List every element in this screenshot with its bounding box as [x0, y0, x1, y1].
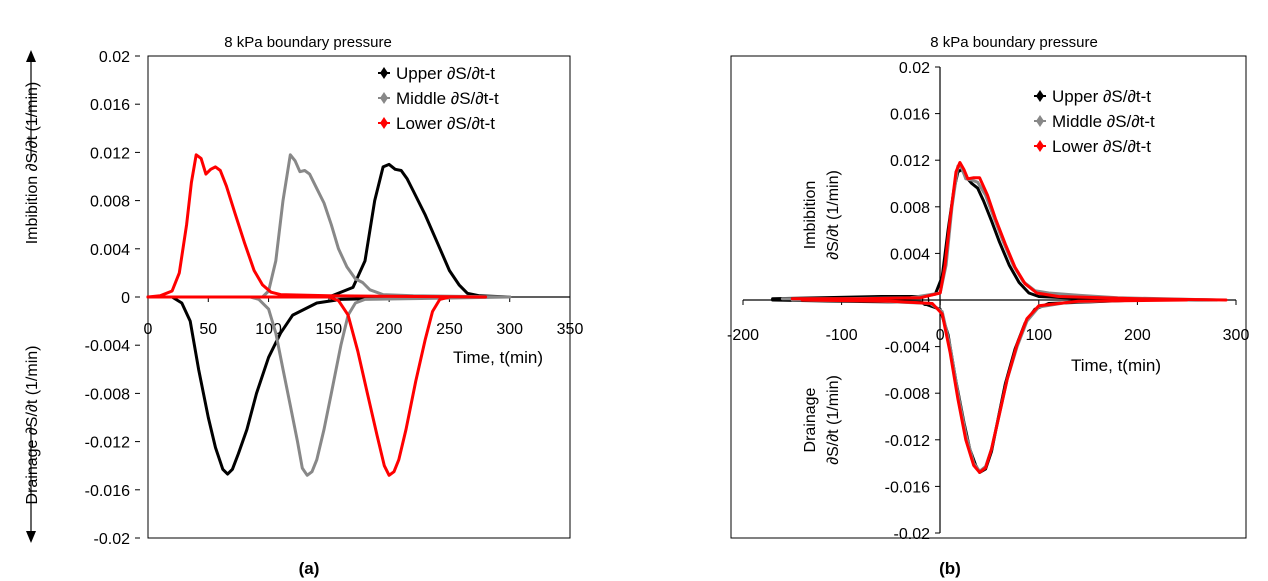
chart-b-legend-label: Lower ∂S/∂t-t: [1052, 137, 1151, 156]
chart-b-x-tick-label: -100: [826, 327, 858, 344]
chart-a-series-1-imbibition-line: [146, 162, 512, 299]
chart-a-y-tick-label: 0.02: [99, 49, 130, 66]
chart-b-title: 8 kPa boundary pressure: [930, 34, 1098, 51]
chart-b-y-label-drainage: Drainage ∂S/∂t (1/min): [802, 375, 842, 465]
chart-b-legend: Upper ∂S/∂t-t Middle ∂S/∂t-t Lower ∂S/∂t-t: [1034, 87, 1155, 156]
chart-a-y-tick-label: 0: [121, 290, 130, 307]
chart-a-legend-label: Upper ∂S/∂t-t: [396, 64, 495, 83]
chart-b-y-tick-label: -0.02: [894, 526, 931, 543]
chart-a-series-2-imbibition-line: [146, 153, 512, 299]
chart-a-y-tick-label: 0.016: [90, 97, 130, 114]
chart-a-legend-label: Middle ∂S/∂t-t: [396, 89, 499, 108]
chart-b-y-tick-label: -0.012: [885, 433, 930, 450]
svg-text:∂S/∂t (1/min): ∂S/∂t (1/min): [825, 170, 842, 260]
chart-b-y-label-imbibition: Imbibition ∂S/∂t (1/min): [802, 170, 842, 260]
chart-a-x-tick-label: 0: [144, 321, 153, 338]
chart-b-y-tick-label: 0: [921, 293, 930, 310]
chart-b-x-label: Time, t(min): [1071, 356, 1161, 375]
chart-a-y-ticks: 0.02 0.016 0.012 0.008 0.004 0 -0.004 -0.008 -0.…: [85, 49, 140, 548]
svg-text:Drainage ∂S/∂t (1/min): Drainage ∂S/∂t (1/min): [24, 346, 41, 505]
chart-a-y-tick-label: 0.004: [90, 242, 130, 259]
chart-a-series-3-drainage-line: [146, 295, 451, 477]
chart-a-y-tick-label: -0.008: [85, 386, 130, 403]
svg-text:Imbibition: Imbibition: [802, 181, 819, 249]
chart-a-legend: Upper ∂S/∂t-t Middle ∂S/∂t-t Lower ∂S/∂t-t: [378, 64, 499, 133]
chart-b-x-tick-label: 300: [1223, 327, 1250, 344]
chart-b-legend-label: Upper ∂S/∂t-t: [1052, 87, 1151, 106]
chart-b-y-tick-label: 0.02: [899, 60, 930, 77]
chart-a-x-tick-label: 50: [199, 321, 217, 338]
chart-a-y-tick-label: -0.02: [94, 531, 131, 548]
chart-b-panel-label: (b): [939, 559, 961, 578]
chart-a-x-tick-label: 350: [557, 321, 584, 338]
chart-b-x-tick-label: 200: [1124, 327, 1151, 344]
chart-a-x-tick-label: 150: [316, 321, 343, 338]
chart-b-y-tick-label: 0.004: [890, 246, 930, 263]
chart-a-x-tick-label: 200: [376, 321, 403, 338]
svg-text:Imbibition ∂S/∂t (1/min): Imbibition ∂S/∂t (1/min): [24, 82, 41, 245]
chart-b-y-tick-label: -0.004: [885, 340, 930, 357]
chart-a-y-tick-label: -0.016: [85, 483, 130, 500]
chart-a-x-tick-label: 250: [436, 321, 463, 338]
chart-b-x-tick-label: -200: [727, 327, 759, 344]
chart-b-series-3-imbibition-line: [790, 161, 1228, 302]
chart-a-y-tick-label: 0.008: [90, 194, 130, 211]
chart-b-y-tick-label: 0.008: [890, 200, 930, 217]
chart-a-panel-label: (a): [299, 559, 320, 578]
chart-b-y-tick-label: 0.012: [890, 153, 930, 170]
chart-b-x-ticks: -200 -100 0 100 200 300: [727, 300, 1249, 344]
chart-a-y-tick-label: -0.004: [85, 338, 130, 355]
chart-b-y-tick-label: 0.016: [890, 107, 930, 124]
chart-b-legend-label: Middle ∂S/∂t-t: [1052, 112, 1155, 131]
svg-text:Drainage: Drainage: [802, 387, 819, 452]
chart-a-x-label: Time, t(min): [453, 348, 543, 367]
chart-a: 0.02 0.016 0.012 0.008 0.004 0 -0.004 -0.008 -0.…: [24, 34, 583, 578]
chart-a-series-3-imbibition-line: [146, 153, 488, 299]
chart-a-y-tick-label: -0.012: [85, 435, 130, 452]
chart-a-series-1-drainage-line: [146, 295, 451, 476]
chart-a-y-label-drainage: Drainage ∂S/∂t (1/min): [24, 346, 41, 543]
chart-a-legend-label: Lower ∂S/∂t-t: [396, 114, 495, 133]
chart-a-title: 8 kPa boundary pressure: [224, 34, 392, 51]
chart-b-x-tick-label: 100: [1025, 327, 1052, 344]
chart-b-y-tick-label: -0.008: [885, 386, 930, 403]
arrow-up-icon: [26, 50, 36, 62]
chart-b-y-ticks: 0.02 0.016 0.012 0.008 0.004 0 -0.004 -0.008 -0.…: [885, 60, 940, 543]
arrow-down-icon: [26, 531, 36, 543]
chart-a-series: [146, 153, 512, 477]
chart-a-y-tick-label: 0.012: [90, 145, 130, 162]
chart-b-series-3-drainage-line: [800, 298, 1189, 474]
chart-a-series-2-drainage-line: [146, 295, 512, 477]
chart-a-y-label-imbibition: Imbibition ∂S/∂t (1/min): [24, 50, 41, 244]
chart-b: 0.02 0.016 0.012 0.008 0.004 0 -0.004 -0.008 -0.…: [727, 34, 1249, 578]
chart-b-x-tick-label: 0: [936, 327, 945, 344]
chart-b-series: [771, 161, 1228, 474]
chart-a-x-tick-label: 300: [496, 321, 523, 338]
chart-b-y-tick-label: -0.016: [885, 479, 930, 496]
svg-text:∂S/∂t (1/min): ∂S/∂t (1/min): [825, 375, 842, 465]
